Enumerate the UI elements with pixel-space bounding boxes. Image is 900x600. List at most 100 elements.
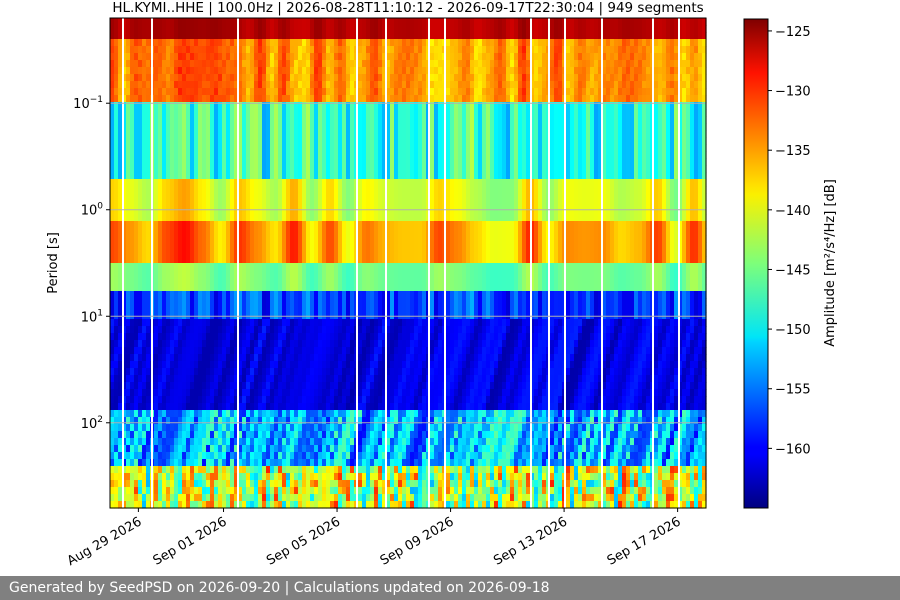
heatmap-cell xyxy=(386,46,391,54)
heatmap-cell xyxy=(202,18,207,26)
heatmap-cell xyxy=(382,25,387,33)
heatmap-cell xyxy=(146,382,151,390)
heatmap-cell xyxy=(242,424,247,432)
heatmap-cell xyxy=(186,319,191,327)
heatmap-cell xyxy=(262,480,267,488)
heatmap-cell xyxy=(302,67,307,75)
heatmap-cell xyxy=(262,277,267,285)
heatmap-cell xyxy=(346,130,351,138)
heatmap-cell xyxy=(238,95,243,103)
heatmap-cell xyxy=(314,375,319,383)
heatmap-cell xyxy=(206,193,211,201)
heatmap-cell xyxy=(314,494,319,502)
heatmap-cell xyxy=(170,494,175,502)
heatmap-cell xyxy=(378,158,383,166)
heatmap-cell xyxy=(134,354,139,362)
heatmap-cell xyxy=(230,305,235,313)
heatmap-cell xyxy=(246,179,251,187)
heatmap-cell xyxy=(378,305,383,313)
heatmap-cell xyxy=(390,123,395,131)
heatmap-cell xyxy=(146,123,151,131)
heatmap-cell xyxy=(326,284,331,292)
heatmap-cell xyxy=(358,382,363,390)
heatmap-cell xyxy=(202,200,207,208)
heatmap-cell xyxy=(258,459,263,467)
heatmap-cell xyxy=(282,172,287,180)
heatmap-cell xyxy=(282,235,287,243)
heatmap-cell xyxy=(174,445,179,453)
heatmap-cell xyxy=(154,158,159,166)
heatmap-cell xyxy=(318,25,323,33)
heatmap-cell xyxy=(314,116,319,124)
heatmap-cell xyxy=(290,144,295,152)
heatmap-cell xyxy=(298,235,303,243)
heatmap-cell xyxy=(170,109,175,117)
heatmap-cell xyxy=(230,438,235,446)
heatmap-cell xyxy=(338,340,343,348)
heatmap-cell xyxy=(310,74,315,82)
heatmap-cell xyxy=(130,200,135,208)
heatmap-cell xyxy=(310,389,315,397)
heatmap-cell xyxy=(318,186,323,194)
heatmap-cell xyxy=(378,39,383,47)
heatmap-cell xyxy=(246,221,251,229)
heatmap-cell xyxy=(142,389,147,397)
heatmap-cell xyxy=(338,305,343,313)
heatmap-cell xyxy=(382,473,387,481)
heatmap-cell xyxy=(278,277,283,285)
heatmap-cell xyxy=(130,137,135,145)
heatmap-cell xyxy=(270,368,275,376)
heatmap-cell xyxy=(206,46,211,54)
heatmap-cell xyxy=(314,242,319,250)
heatmap-cell xyxy=(370,39,375,47)
heatmap-cell xyxy=(154,368,159,376)
heatmap-cell xyxy=(254,256,259,264)
heatmap-cell xyxy=(374,403,379,411)
heatmap-cell xyxy=(386,95,391,103)
heatmap-cell xyxy=(202,501,207,509)
heatmap-cell xyxy=(310,396,315,404)
heatmap-cell xyxy=(306,235,311,243)
heatmap-cell xyxy=(290,207,295,215)
heatmap-cell xyxy=(278,438,283,446)
heatmap-cell xyxy=(250,452,255,460)
heatmap-cell xyxy=(234,102,239,110)
heatmap-cell xyxy=(194,480,199,488)
heatmap-cell xyxy=(118,382,123,390)
heatmap-cell xyxy=(194,361,199,369)
heatmap-cell xyxy=(134,501,139,509)
heatmap-cell xyxy=(374,501,379,509)
heatmap-cell xyxy=(346,284,351,292)
heatmap-cell xyxy=(346,319,351,327)
heatmap-cell xyxy=(242,179,247,187)
heatmap-cell xyxy=(134,207,139,215)
heatmap-cell xyxy=(226,151,231,159)
heatmap-cell xyxy=(334,270,339,278)
heatmap-cell xyxy=(382,403,387,411)
heatmap-cell xyxy=(242,466,247,474)
heatmap-cell xyxy=(206,298,211,306)
heatmap-cell xyxy=(366,389,371,397)
heatmap-cell xyxy=(186,242,191,250)
heatmap-cell xyxy=(262,291,267,299)
heatmap-cell xyxy=(310,340,315,348)
heatmap-cell xyxy=(182,473,187,481)
heatmap-cell xyxy=(210,144,215,152)
heatmap-cell xyxy=(278,347,283,355)
heatmap-cell xyxy=(334,102,339,110)
heatmap-cell xyxy=(370,298,375,306)
heatmap-cell xyxy=(286,347,291,355)
heatmap-cell xyxy=(342,431,347,439)
heatmap-cell xyxy=(210,466,215,474)
heatmap-cell xyxy=(298,130,303,138)
heatmap-cell xyxy=(234,130,239,138)
heatmap-cell xyxy=(370,249,375,257)
heatmap-cell xyxy=(210,452,215,460)
heatmap-cell xyxy=(142,18,147,26)
heatmap-cell xyxy=(386,116,391,124)
heatmap-cell xyxy=(170,263,175,271)
heatmap-cell xyxy=(130,109,135,117)
heatmap-cell xyxy=(202,67,207,75)
heatmap-cell xyxy=(310,438,315,446)
heatmap-cell xyxy=(214,67,219,75)
